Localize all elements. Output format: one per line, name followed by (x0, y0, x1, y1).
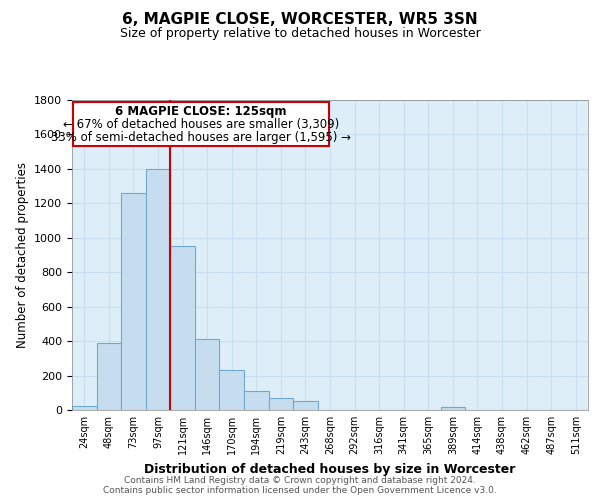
Bar (146, 169, 170, 410)
X-axis label: Distribution of detached houses by size in Worcester: Distribution of detached houses by size … (145, 462, 515, 475)
Bar (121, 193, 146, 410)
Y-axis label: Number of detached properties: Number of detached properties (16, 162, 29, 348)
Bar (293, 402, 318, 410)
Bar (220, 370, 244, 410)
Text: Size of property relative to detached houses in Worcester: Size of property relative to detached ho… (119, 28, 481, 40)
Text: ← 67% of detached houses are smaller (3,309): ← 67% of detached houses are smaller (3,… (63, 118, 339, 131)
Text: 6 MAGPIE CLOSE: 125sqm: 6 MAGPIE CLOSE: 125sqm (115, 105, 287, 118)
Bar (269, 398, 293, 410)
Bar (244, 391, 269, 410)
Bar (72, 406, 97, 410)
Bar (73, 102, 329, 146)
Text: 33% of semi-detached houses are larger (1,595) →: 33% of semi-detached houses are larger (… (51, 131, 351, 144)
Text: 6, MAGPIE CLOSE, WORCESTER, WR5 3SN: 6, MAGPIE CLOSE, WORCESTER, WR5 3SN (122, 12, 478, 28)
Text: Contains public sector information licensed under the Open Government Licence v3: Contains public sector information licen… (103, 486, 497, 495)
Bar (170, 246, 195, 410)
Text: Contains HM Land Registry data © Crown copyright and database right 2024.: Contains HM Land Registry data © Crown c… (124, 476, 476, 485)
Bar (195, 338, 220, 410)
Bar (97, 343, 121, 410)
Bar (440, 408, 465, 410)
